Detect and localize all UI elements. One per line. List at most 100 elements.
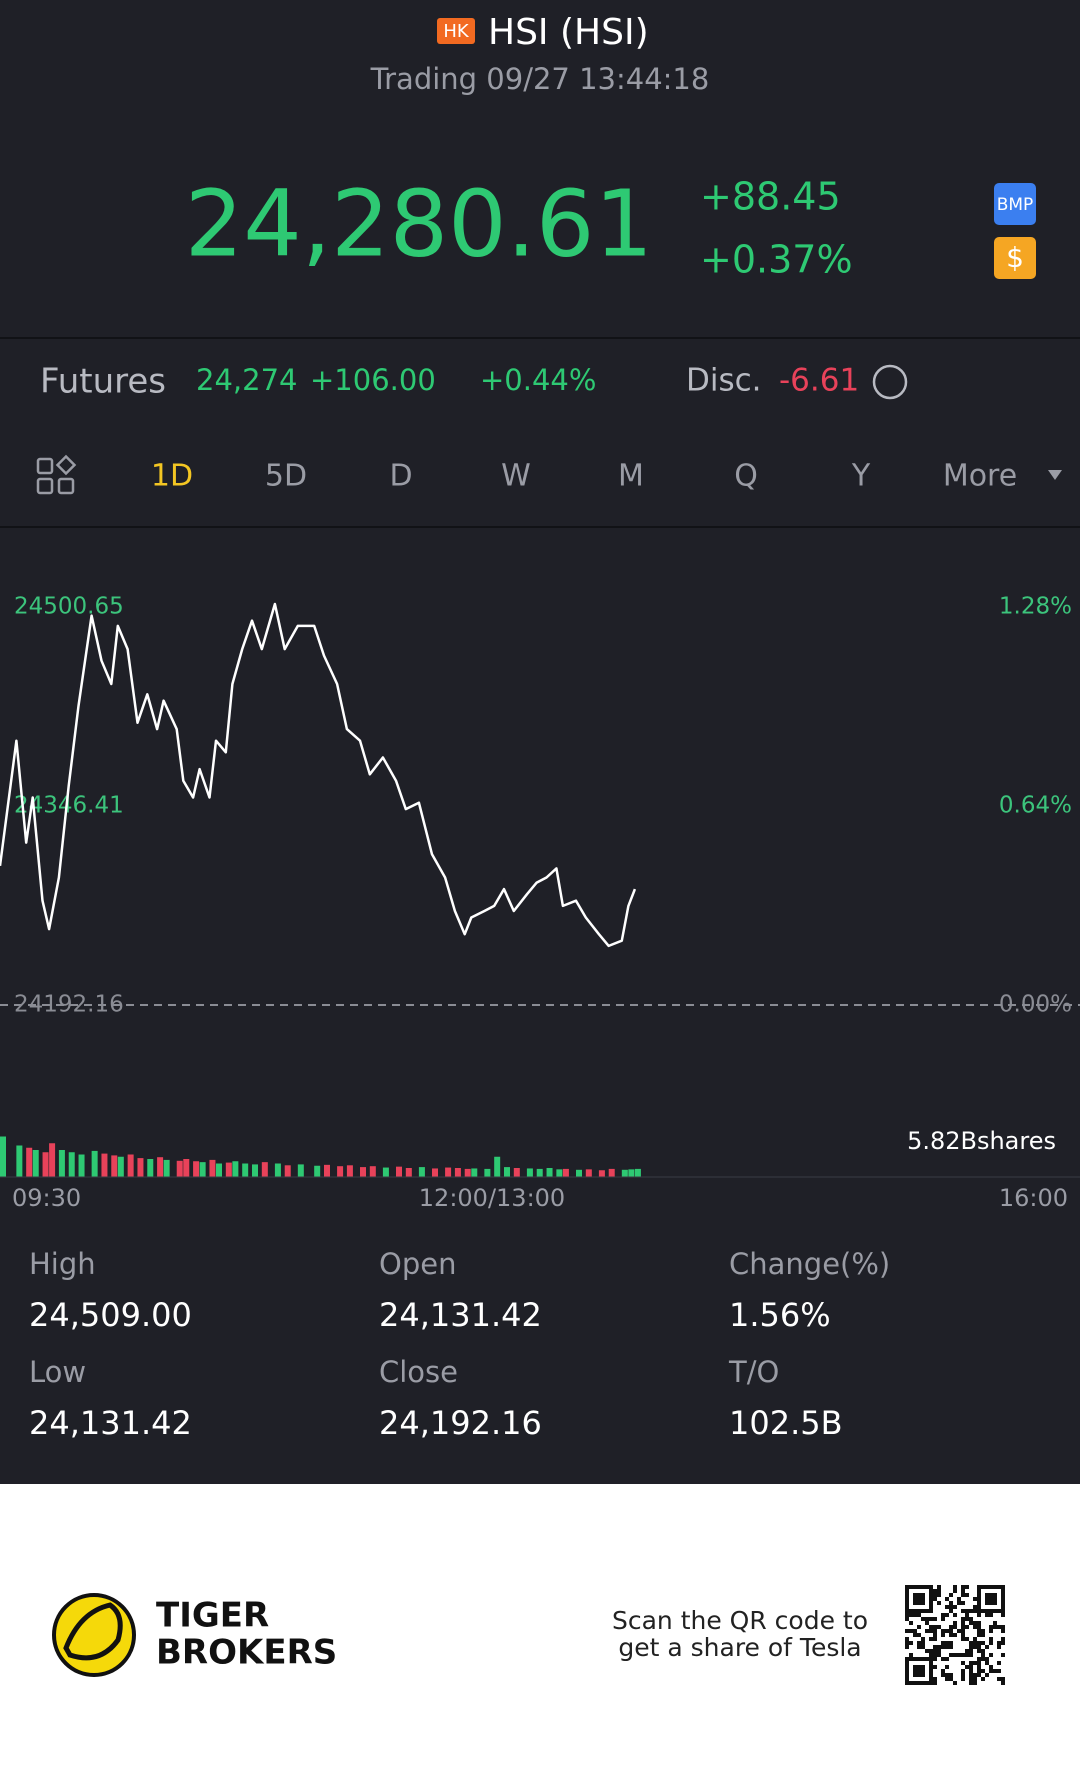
volume-bar xyxy=(157,1157,164,1177)
qr-module xyxy=(905,1609,909,1613)
volume-bar xyxy=(418,1167,425,1177)
qr-module xyxy=(973,1609,977,1613)
qr-module xyxy=(921,1593,925,1597)
volume-bar xyxy=(274,1163,281,1177)
badge-icon[interactable] xyxy=(994,183,1036,225)
layout-icon[interactable] xyxy=(36,454,77,495)
qr-module xyxy=(989,1637,993,1641)
badge-icon[interactable] xyxy=(994,237,1036,279)
volume-bar xyxy=(585,1169,592,1177)
qr-module xyxy=(985,1601,989,1605)
tab[interactable]: 5D xyxy=(265,459,307,494)
market-badge xyxy=(437,18,475,44)
brand: TIGER xyxy=(156,1596,269,1636)
qr-module xyxy=(977,1661,981,1665)
qr-module xyxy=(929,1673,933,1677)
tab[interactable]: M xyxy=(618,459,644,494)
qr-module xyxy=(937,1649,941,1653)
qr-module xyxy=(917,1665,921,1669)
qr-module xyxy=(949,1645,953,1649)
status: Trading 09/27 13:44:18 xyxy=(370,62,710,96)
qr-module xyxy=(969,1677,973,1681)
qr-module xyxy=(981,1641,985,1645)
qr-module xyxy=(973,1621,977,1625)
qr-module xyxy=(985,1661,989,1665)
volume-bar xyxy=(232,1161,239,1177)
qr-module xyxy=(989,1669,993,1673)
qr-module xyxy=(929,1677,933,1681)
qr-module xyxy=(965,1609,969,1613)
qr-module xyxy=(945,1597,949,1601)
qr-module xyxy=(953,1605,957,1609)
info-icon[interactable] xyxy=(872,364,908,400)
qr-module xyxy=(929,1585,933,1589)
qr-module xyxy=(965,1593,969,1597)
qr-module xyxy=(909,1657,913,1661)
qr-module xyxy=(905,1681,909,1685)
qr-module xyxy=(989,1641,993,1645)
qr-module xyxy=(977,1669,981,1673)
qr-module xyxy=(929,1597,933,1601)
volume-bar xyxy=(360,1167,366,1177)
stat-value: 24,192.16 xyxy=(379,1404,542,1442)
tab[interactable]: Q xyxy=(734,459,758,494)
qr-module xyxy=(909,1613,913,1617)
qr-module xyxy=(957,1629,961,1633)
qr-module xyxy=(917,1601,921,1605)
qr-module xyxy=(929,1661,933,1665)
qr-module xyxy=(921,1637,925,1641)
qr-module xyxy=(913,1597,917,1601)
qr-module xyxy=(993,1625,997,1629)
qr-module xyxy=(965,1649,969,1653)
tab[interactable]: More xyxy=(943,459,1017,494)
volume-bar xyxy=(78,1154,85,1177)
qr-module xyxy=(965,1653,969,1657)
qr-module xyxy=(933,1637,937,1641)
volume-bar xyxy=(324,1164,330,1177)
qr-module xyxy=(961,1589,965,1593)
volume-bar xyxy=(396,1166,402,1177)
qr-module xyxy=(949,1609,953,1613)
qr-module xyxy=(909,1621,913,1625)
qr-module xyxy=(945,1665,949,1669)
qr-module xyxy=(917,1609,921,1613)
qr-module xyxy=(973,1661,977,1665)
qr-module xyxy=(937,1585,941,1589)
qr-module xyxy=(981,1657,985,1661)
volume-bar xyxy=(621,1169,628,1177)
more-caret[interactable] xyxy=(1048,470,1062,480)
stats: High 24,509.00 Open 24,131.42 Change(%) 1.56%… xyxy=(29,1247,890,1442)
qr-module xyxy=(905,1617,909,1621)
qr-module xyxy=(941,1617,945,1621)
tab[interactable]: D xyxy=(389,459,412,494)
volume-bar xyxy=(432,1168,438,1177)
qr-module xyxy=(921,1657,925,1661)
stat-value: 24,509.00 xyxy=(29,1296,192,1334)
qr-module xyxy=(989,1653,993,1657)
volume-bar xyxy=(252,1164,258,1177)
qr-module xyxy=(1001,1681,1005,1685)
tab[interactable]: 1D xyxy=(151,459,193,494)
tab[interactable]: W xyxy=(501,459,531,494)
qr-module xyxy=(1001,1605,1005,1609)
volume-bar xyxy=(58,1150,65,1177)
qr-module xyxy=(977,1589,981,1593)
qr-module xyxy=(921,1585,925,1589)
qr-module xyxy=(905,1673,909,1677)
qr-module xyxy=(949,1641,953,1645)
qr-module xyxy=(1001,1625,1005,1629)
qr-module xyxy=(917,1673,921,1677)
qr-module xyxy=(925,1629,929,1633)
disc: -6.61 xyxy=(779,363,859,399)
y2-tick-label: 0.00% xyxy=(999,992,1072,1018)
qr-module xyxy=(961,1617,965,1621)
qr-module xyxy=(917,1657,921,1661)
qr-module xyxy=(933,1681,937,1685)
qr-module xyxy=(925,1621,929,1625)
qr-module xyxy=(969,1645,973,1649)
tab[interactable]: Y xyxy=(851,459,871,494)
qr-module xyxy=(981,1649,985,1653)
volume-bar xyxy=(382,1167,389,1177)
qr-module xyxy=(925,1609,929,1613)
